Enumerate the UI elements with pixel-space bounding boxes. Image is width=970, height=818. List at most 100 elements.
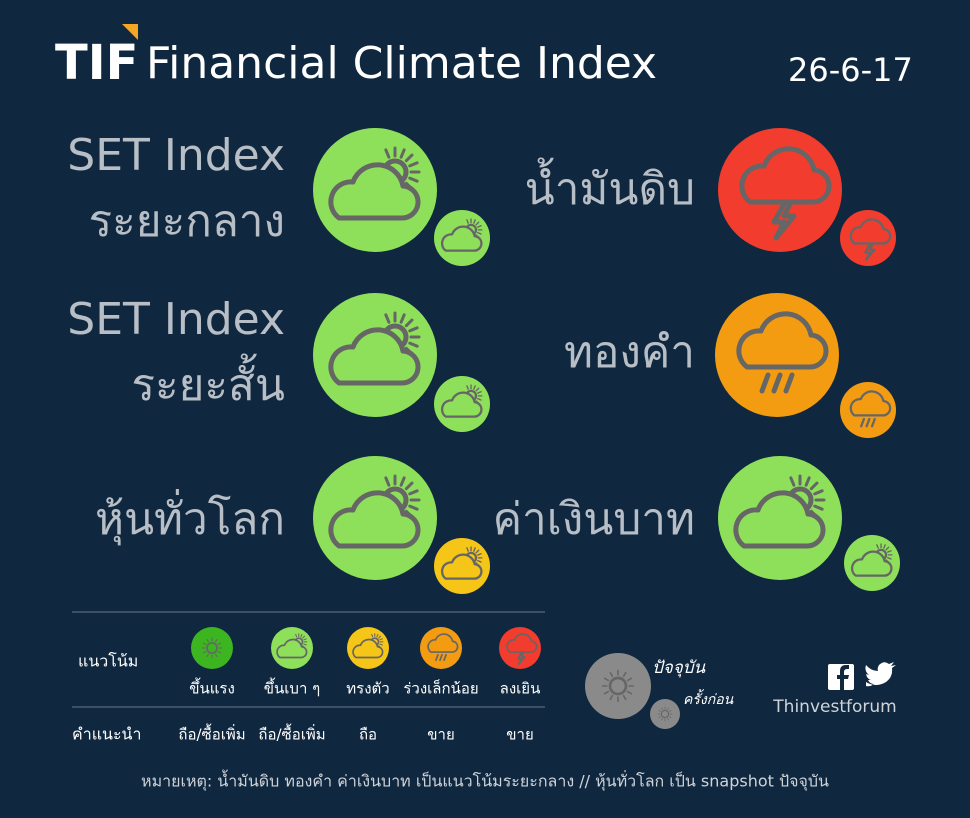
ray (384, 313, 391, 324)
cloud (440, 391, 483, 418)
ray (408, 161, 419, 168)
cloud (849, 218, 892, 245)
cloud (733, 490, 826, 549)
ray (408, 326, 419, 333)
bolt (771, 201, 797, 241)
ray (887, 556, 892, 560)
ray (477, 225, 482, 228)
ray (622, 671, 627, 678)
weather-icon (849, 390, 892, 428)
drop (439, 653, 443, 662)
cloud (328, 327, 421, 386)
ray (887, 550, 892, 553)
ray (303, 643, 307, 646)
weather-icon (440, 546, 483, 580)
weather-icon (850, 543, 893, 577)
ray (475, 387, 480, 392)
ray (303, 638, 307, 641)
twitter-icon[interactable] (865, 662, 896, 687)
facebook-icon[interactable] (828, 664, 854, 690)
key-previous: ครั้งก่อน (683, 689, 734, 708)
ray (789, 476, 796, 487)
drop (860, 417, 866, 428)
cloud (427, 633, 459, 653)
index-label: ทองคำ (564, 327, 695, 378)
legend-badge (191, 627, 233, 669)
key-current-badge (585, 653, 651, 719)
ray (408, 341, 419, 348)
index-label: SET Index (67, 294, 285, 345)
weather-icon (328, 311, 421, 386)
ray (609, 694, 614, 701)
legend-label: ลงเยิน (500, 680, 541, 698)
weather-icon (506, 633, 538, 666)
ray (626, 690, 633, 695)
ray (384, 148, 391, 159)
weather-icon (440, 384, 483, 418)
index-label: ระยะกลาง (89, 196, 285, 247)
weather-icon (201, 637, 223, 659)
ray (384, 476, 391, 487)
ray (408, 176, 419, 183)
cloud (352, 638, 384, 659)
advice-label: ขาย (506, 726, 533, 744)
bolt (864, 243, 876, 261)
cloud (739, 146, 832, 205)
ray (408, 489, 419, 496)
advice-label: ถือ (359, 726, 377, 744)
weather-icon (739, 146, 832, 241)
index-label: ระยะสั้น (131, 353, 285, 411)
cloud (328, 490, 421, 549)
ray (603, 677, 610, 682)
ray (658, 710, 661, 712)
weather-icon (849, 218, 892, 261)
ray (876, 544, 879, 549)
ray (477, 553, 482, 556)
ray (300, 633, 303, 638)
legend-label: ทรงตัว (346, 680, 389, 698)
ray (404, 318, 414, 328)
ray (667, 707, 669, 710)
weather-icon (733, 474, 826, 549)
ray (378, 635, 382, 639)
ray (804, 476, 811, 487)
cloud (328, 162, 421, 221)
legend-label: ขึ้นเบา ๆ (264, 678, 320, 698)
ray (379, 643, 383, 646)
weather-icon (276, 633, 308, 659)
weather-icon (352, 633, 384, 659)
bolt (517, 651, 526, 666)
legend-label: ขึ้นแรง (189, 678, 235, 698)
weather-icon (736, 311, 829, 394)
ray (477, 559, 482, 563)
ray (376, 633, 379, 638)
ray (658, 716, 661, 718)
ray (477, 397, 482, 401)
ray (603, 690, 610, 695)
ray (626, 677, 633, 682)
ray (466, 385, 469, 390)
drop (771, 372, 783, 394)
ray (883, 544, 886, 549)
drop (783, 372, 795, 394)
ray (206, 638, 209, 643)
ray (813, 489, 824, 496)
cloud (440, 225, 483, 252)
ray (399, 148, 406, 159)
weather-icon (440, 218, 483, 252)
cloud (736, 311, 829, 370)
ray (371, 633, 374, 638)
logo-accent (122, 24, 138, 40)
index-label: น้ำมันดิบ (525, 157, 695, 215)
ray (809, 481, 819, 491)
advice-label: ขาย (427, 726, 454, 744)
footnote: หมายเหตุ: น้ำมันดิบ ทองคำ ค่าเงินบาท เป็… (141, 770, 829, 792)
cloud (850, 550, 893, 577)
ray (475, 549, 480, 554)
ray (217, 642, 222, 645)
ray (202, 651, 207, 654)
index-label: SET Index (67, 130, 285, 181)
index-label: หุ้นทั่วโลก (95, 488, 285, 546)
ray (399, 313, 406, 324)
ray (475, 221, 480, 226)
